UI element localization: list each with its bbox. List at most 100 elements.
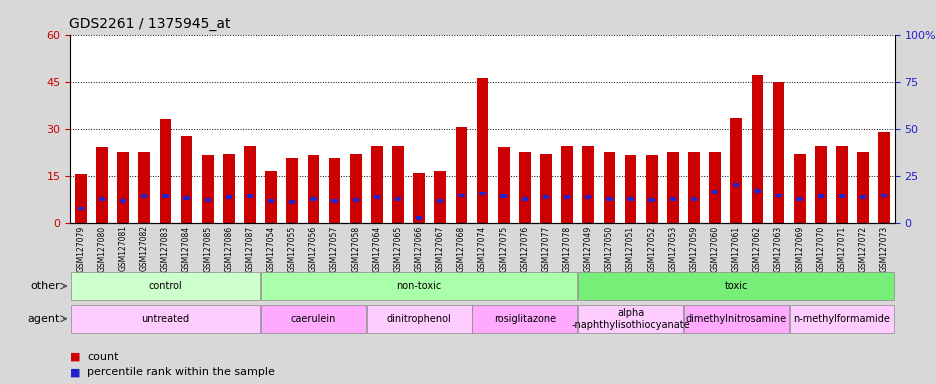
Bar xyxy=(519,152,530,223)
Bar xyxy=(814,146,826,223)
Bar xyxy=(774,194,781,197)
Text: GDS2261 / 1375945_at: GDS2261 / 1375945_at xyxy=(69,17,230,31)
Bar xyxy=(709,152,720,223)
Bar xyxy=(201,155,213,223)
Bar xyxy=(539,154,551,223)
Bar xyxy=(606,197,612,201)
Bar xyxy=(246,195,253,198)
Text: control: control xyxy=(149,281,183,291)
Bar xyxy=(582,146,593,223)
Bar xyxy=(162,195,168,198)
Bar xyxy=(416,216,422,220)
Bar xyxy=(497,147,509,223)
Bar xyxy=(793,154,805,223)
Bar xyxy=(96,147,108,223)
Bar xyxy=(436,199,443,203)
Bar xyxy=(732,183,739,187)
Bar xyxy=(835,146,847,223)
Text: other: other xyxy=(30,281,60,291)
Text: caerulein: caerulein xyxy=(290,314,336,324)
Bar xyxy=(666,152,678,223)
Bar xyxy=(373,195,380,199)
Text: ■: ■ xyxy=(70,367,80,377)
Bar xyxy=(578,305,682,333)
Bar xyxy=(476,78,488,223)
Bar xyxy=(521,197,528,201)
Bar xyxy=(98,197,105,201)
Bar xyxy=(455,127,467,223)
Bar xyxy=(859,195,866,199)
Text: dinitrophenol: dinitrophenol xyxy=(387,314,451,324)
Bar xyxy=(75,174,86,223)
Bar xyxy=(561,146,572,223)
Bar xyxy=(434,171,446,223)
Bar xyxy=(329,159,340,223)
Bar xyxy=(70,305,260,333)
Bar xyxy=(139,152,150,223)
Bar xyxy=(479,192,485,195)
Bar xyxy=(817,195,823,198)
Bar xyxy=(413,172,425,223)
Text: count: count xyxy=(87,352,119,362)
Bar xyxy=(578,272,894,300)
Text: toxic: toxic xyxy=(724,281,747,291)
Text: rosiglitazone: rosiglitazone xyxy=(493,314,555,324)
Bar xyxy=(392,146,403,223)
Bar xyxy=(261,272,577,300)
Text: dimethylnitrosamine: dimethylnitrosamine xyxy=(685,314,786,324)
Bar xyxy=(78,207,84,210)
Bar xyxy=(687,152,699,223)
Bar xyxy=(120,199,126,203)
Bar xyxy=(603,152,615,223)
Bar xyxy=(542,195,548,199)
Bar xyxy=(70,272,260,300)
Bar xyxy=(261,305,365,333)
Bar xyxy=(204,198,211,202)
Bar xyxy=(268,199,274,203)
Text: n-methylformamide: n-methylformamide xyxy=(793,314,889,324)
Bar xyxy=(141,195,147,198)
Bar xyxy=(751,75,763,223)
Text: untreated: untreated xyxy=(141,314,189,324)
Bar xyxy=(223,154,234,223)
Bar xyxy=(244,146,256,223)
Bar xyxy=(856,152,868,223)
Bar xyxy=(183,196,190,200)
Bar xyxy=(789,305,894,333)
Text: agent: agent xyxy=(27,314,60,324)
Bar xyxy=(772,82,783,223)
Bar xyxy=(878,132,889,223)
Bar xyxy=(117,152,129,223)
Text: ■: ■ xyxy=(70,352,80,362)
Bar xyxy=(352,198,358,202)
Bar xyxy=(730,118,741,223)
Bar xyxy=(265,171,277,223)
Text: alpha
-naphthylisothiocyanate: alpha -naphthylisothiocyanate xyxy=(571,308,689,329)
Bar xyxy=(310,197,316,201)
Bar xyxy=(394,197,401,201)
Bar xyxy=(796,197,802,201)
Bar xyxy=(371,146,382,223)
Bar xyxy=(226,195,232,199)
Bar xyxy=(307,155,319,223)
Bar xyxy=(181,136,192,223)
Bar xyxy=(472,305,577,333)
Bar xyxy=(286,159,298,223)
Bar xyxy=(349,154,361,223)
Bar xyxy=(159,119,171,223)
Bar xyxy=(669,197,675,201)
Text: percentile rank within the sample: percentile rank within the sample xyxy=(87,367,275,377)
Bar xyxy=(458,194,464,197)
Bar xyxy=(711,190,718,194)
Bar xyxy=(645,155,657,223)
Bar xyxy=(331,199,337,203)
Bar xyxy=(880,194,886,197)
Bar xyxy=(500,195,506,198)
Bar xyxy=(624,155,636,223)
Bar xyxy=(838,195,844,198)
Bar xyxy=(289,200,295,204)
Bar xyxy=(690,197,696,201)
Bar xyxy=(627,197,633,201)
Bar xyxy=(563,195,570,199)
Bar xyxy=(683,305,788,333)
